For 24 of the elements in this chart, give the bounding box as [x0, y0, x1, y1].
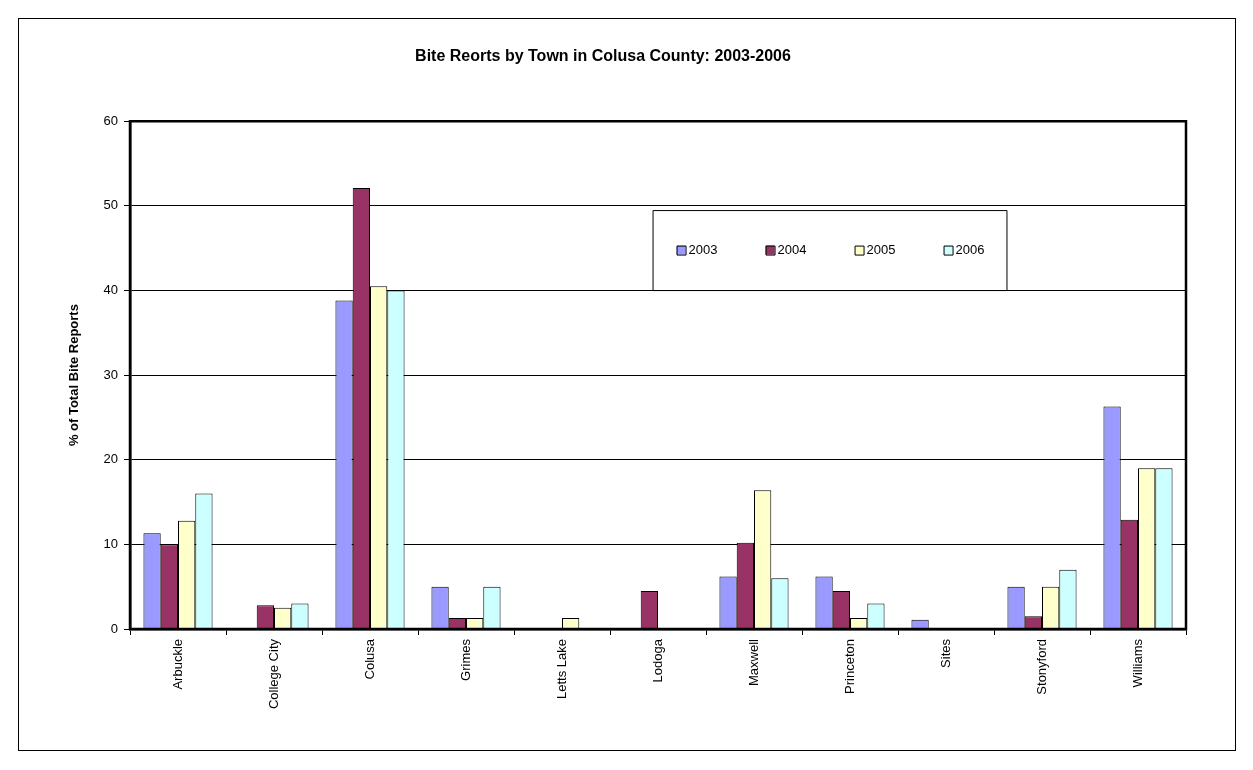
x-tick-label: Maxwell [745, 638, 761, 686]
legend-label: 2006 [955, 241, 985, 257]
y-tick-label: 50 [103, 197, 118, 213]
chart-title: Bite Reorts by Town in Colusa County: 2003-2006 [415, 47, 791, 65]
legend-label: 2005 [866, 241, 896, 257]
x-tick-label: Williams [1129, 638, 1145, 688]
y-tick-label: 60 [103, 112, 118, 128]
legend-label: 2004 [777, 241, 807, 257]
x-tick-label: Arbuckle [169, 639, 185, 690]
y-tick-label: 20 [103, 451, 118, 467]
y-tick-label: 30 [103, 366, 118, 382]
x-tick-label: Letts Lake [553, 639, 569, 699]
x-tick-label: Sites [937, 638, 953, 668]
x-tick-label: Grimes [457, 638, 473, 681]
x-tick-label: Colusa [361, 638, 377, 680]
y-tick-label: 0 [110, 620, 118, 636]
y-tick-label: 10 [103, 535, 118, 551]
x-tick-label: College City [265, 638, 281, 710]
y-tick-label: 40 [103, 282, 118, 298]
y-axis-title: % of Total Bite Reports [66, 304, 82, 447]
x-tick-label: Stonyford [1033, 639, 1049, 695]
x-tick-label: Lodoga [649, 638, 665, 683]
legend-label: 2003 [688, 241, 718, 257]
x-tick-label: Princeton [841, 639, 857, 694]
